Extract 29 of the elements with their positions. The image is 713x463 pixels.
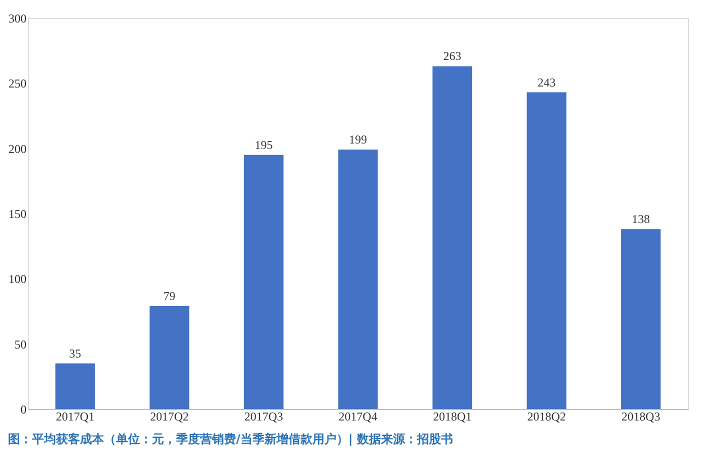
data-label: 79 — [163, 289, 176, 304]
x-tick-label: 2017Q2 — [150, 410, 189, 424]
data-label: 199 — [349, 132, 367, 147]
data-label: 195 — [254, 138, 273, 152]
y-tick-label: 200 — [8, 142, 26, 156]
bar — [150, 306, 190, 409]
x-tick-label: 2018Q1 — [432, 410, 472, 424]
y-tick-label: 50 — [14, 337, 26, 352]
data-label: 243 — [538, 75, 556, 90]
bar — [55, 363, 95, 409]
y-tick-label: 150 — [8, 207, 26, 221]
y-tick-label: 100 — [8, 272, 26, 286]
data-label: 263 — [443, 49, 462, 64]
y-tick-label: 250 — [8, 76, 26, 91]
y-tick-label: 0 — [20, 402, 26, 416]
bar — [432, 66, 472, 409]
text: 图：平均获客成本（单位：元，季度营销费/当季新增借款用户）| 数据来源：招股书 — [8, 432, 453, 446]
x-tick-label: 2017Q3 — [244, 410, 284, 424]
bar — [621, 229, 661, 409]
data-label: 138 — [632, 212, 650, 226]
y-tick-label: 300 — [8, 12, 26, 26]
x-tick-label: 2018Q2 — [527, 410, 566, 424]
x-tick-label: 2017Q4 — [338, 410, 378, 424]
bar — [244, 154, 284, 409]
data-label: 35 — [69, 346, 82, 360]
bar — [338, 150, 378, 409]
x-tick-label: 2018Q3 — [622, 410, 660, 424]
bar — [526, 92, 566, 409]
x-tick-label: 2017Q1 — [56, 410, 94, 424]
